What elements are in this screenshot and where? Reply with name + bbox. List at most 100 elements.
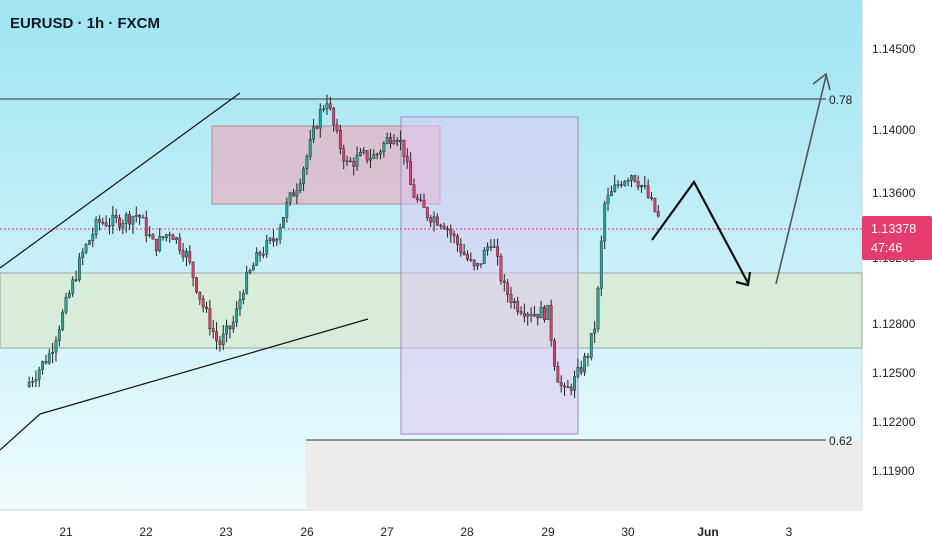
candle-bullish[interactable] bbox=[148, 234, 152, 237]
candle-bullish[interactable] bbox=[81, 251, 85, 258]
candle-bearish[interactable] bbox=[188, 251, 192, 263]
candle-bearish[interactable] bbox=[579, 367, 583, 373]
candle-bullish[interactable] bbox=[486, 246, 489, 251]
candle-bearish[interactable] bbox=[118, 217, 121, 228]
candle-bullish[interactable] bbox=[372, 154, 376, 159]
projection-zigzag[interactable] bbox=[651, 179, 749, 284]
candle-bearish[interactable] bbox=[509, 294, 513, 304]
candle-bullish[interactable] bbox=[275, 239, 279, 242]
candle-bullish[interactable] bbox=[67, 293, 71, 298]
projection-bullish-arrow[interactable] bbox=[775, 75, 827, 285]
candle-bullish[interactable] bbox=[71, 279, 75, 294]
candle-bullish[interactable] bbox=[278, 227, 282, 240]
candle-bullish[interactable] bbox=[245, 272, 249, 294]
candle-bearish[interactable] bbox=[586, 355, 590, 358]
candle-bullish[interactable] bbox=[231, 321, 235, 330]
candle-bullish[interactable] bbox=[185, 251, 188, 258]
candle-bullish[interactable] bbox=[305, 156, 309, 170]
candle-bearish[interactable] bbox=[419, 199, 423, 201]
channel-lower-line[interactable] bbox=[0, 413, 41, 451]
candle-bullish[interactable] bbox=[175, 237, 178, 241]
candle-bullish[interactable] bbox=[616, 184, 620, 186]
candle-bullish[interactable] bbox=[134, 215, 138, 217]
candle-bullish[interactable] bbox=[94, 219, 98, 235]
candle-bearish[interactable] bbox=[519, 311, 523, 314]
candle-bullish[interactable] bbox=[526, 314, 530, 317]
candle-bullish[interactable] bbox=[248, 270, 252, 273]
candle-bullish[interactable] bbox=[369, 158, 372, 161]
candle-bullish[interactable] bbox=[111, 214, 115, 226]
candle-bearish[interactable] bbox=[422, 200, 426, 208]
candle-bullish[interactable] bbox=[482, 250, 486, 264]
candle-bearish[interactable] bbox=[114, 214, 118, 218]
candle-bearish[interactable] bbox=[315, 126, 319, 129]
candle-bullish[interactable] bbox=[546, 304, 550, 320]
candle-bearish[interactable] bbox=[292, 192, 295, 197]
candle-bearish[interactable] bbox=[195, 277, 198, 293]
candle-bearish[interactable] bbox=[502, 280, 506, 284]
candle-bearish[interactable] bbox=[161, 236, 165, 239]
candle-bearish[interactable] bbox=[456, 235, 459, 245]
candle-bearish[interactable] bbox=[653, 198, 657, 212]
candle-bearish[interactable] bbox=[395, 140, 399, 143]
candle-bearish[interactable] bbox=[462, 252, 466, 255]
candle-bullish[interactable] bbox=[88, 240, 91, 245]
candle-bearish[interactable] bbox=[469, 258, 473, 261]
candle-bearish[interactable] bbox=[151, 234, 155, 240]
candle-bullish[interactable] bbox=[54, 340, 58, 353]
candle-bearish[interactable] bbox=[656, 211, 660, 217]
candle-bullish[interactable] bbox=[268, 238, 272, 241]
candle-bearish[interactable] bbox=[168, 234, 172, 236]
candle-bullish[interactable] bbox=[599, 240, 603, 289]
candle-bullish[interactable] bbox=[533, 313, 536, 317]
candle-bearish[interactable] bbox=[328, 103, 332, 109]
candle-bullish[interactable] bbox=[392, 140, 396, 145]
candle-bullish[interactable] bbox=[576, 367, 580, 377]
candle-bullish[interactable] bbox=[51, 351, 55, 354]
candle-bearish[interactable] bbox=[201, 298, 205, 308]
candle-bearish[interactable] bbox=[154, 238, 158, 252]
candle-bearish[interactable] bbox=[633, 175, 637, 182]
candle-bearish[interactable] bbox=[171, 234, 175, 241]
candle-bullish[interactable] bbox=[325, 103, 329, 110]
candle-bearish[interactable] bbox=[98, 219, 101, 223]
candle-bearish[interactable] bbox=[348, 160, 352, 163]
candle-bullish[interactable] bbox=[235, 308, 239, 323]
candle-bullish[interactable] bbox=[288, 192, 292, 203]
candle-bullish[interactable] bbox=[385, 137, 389, 144]
candle-bullish[interactable] bbox=[238, 299, 242, 310]
candle-bullish[interactable] bbox=[241, 292, 245, 300]
candle-bearish[interactable] bbox=[258, 252, 262, 256]
candle-bullish[interactable] bbox=[375, 153, 379, 156]
candle-bearish[interactable] bbox=[389, 137, 392, 145]
candle-bearish[interactable] bbox=[178, 237, 182, 251]
candle-bearish[interactable] bbox=[208, 308, 212, 330]
candle-bullish[interactable] bbox=[318, 108, 322, 129]
candle-bearish[interactable] bbox=[409, 161, 413, 185]
candle-bullish[interactable] bbox=[84, 244, 88, 253]
candle-bullish[interactable] bbox=[77, 257, 81, 280]
candle-bullish[interactable] bbox=[57, 329, 61, 342]
candle-bullish[interactable] bbox=[131, 216, 135, 225]
candle-bearish[interactable] bbox=[516, 300, 520, 312]
candle-bearish[interactable] bbox=[449, 229, 453, 235]
candle-bearish[interactable] bbox=[459, 244, 463, 253]
candle-bearish[interactable] bbox=[101, 221, 105, 224]
candle-bearish[interactable] bbox=[563, 385, 566, 388]
candle-bullish[interactable] bbox=[512, 300, 516, 304]
candle-bearish[interactable] bbox=[218, 340, 222, 345]
candle-bearish[interactable] bbox=[402, 139, 406, 157]
candle-bullish[interactable] bbox=[221, 333, 225, 345]
candle-bearish[interactable] bbox=[569, 386, 573, 391]
candle-bearish[interactable] bbox=[479, 263, 483, 265]
candle-bullish[interactable] bbox=[359, 152, 362, 156]
candle-bullish[interactable] bbox=[31, 381, 34, 383]
candle-bullish[interactable] bbox=[47, 353, 51, 364]
candle-bearish[interactable] bbox=[536, 313, 540, 319]
candle-bullish[interactable] bbox=[589, 333, 593, 358]
candle-bearish[interactable] bbox=[144, 217, 148, 236]
candle-bearish[interactable] bbox=[439, 224, 443, 227]
candle-bearish[interactable] bbox=[352, 160, 356, 167]
candle-bearish[interactable] bbox=[138, 215, 142, 218]
candle-bearish[interactable] bbox=[446, 228, 449, 231]
